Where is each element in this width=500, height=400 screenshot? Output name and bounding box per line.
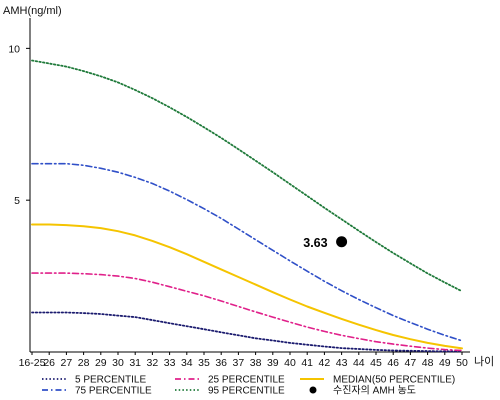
legend-label: 수진자의 AMH 농도 [333,385,416,397]
y-axis-title: AMH(ng/ml) [3,5,62,17]
x-tick-label: 26 [43,357,55,369]
series-line-25-percentile [31,272,463,352]
x-tick-label: 35 [198,357,210,369]
x-tick-label: 28 [78,357,90,369]
patient-amh-value-label: 3.63 [303,236,327,250]
series-line-5-percentile [31,311,463,353]
x-tick-label: 48 [422,357,434,369]
x-tick-label: 33 [164,357,176,369]
legend-label: 75 PERCENTILE [75,386,152,397]
x-tick-label: 49 [439,357,451,369]
x-tick-label: 50 [456,357,468,369]
series-line-95-percentile [31,59,463,293]
x-tick-label: 30 [112,357,124,369]
x-tick-label: 44 [353,357,365,369]
x-tick-label: 27 [61,357,73,369]
y-ticks: 10 5 [8,43,30,207]
y-tick-label: 10 [8,43,20,55]
x-tick-label: 39 [267,357,279,369]
series-line-median-50-percentile [31,223,463,350]
x-tick-label: 41 [301,357,313,369]
x-tick-label: 31 [129,357,141,369]
x-tick-label: 40 [284,357,296,369]
x-tick-label: 47 [405,357,417,369]
x-tick-label: 42 [319,357,331,369]
legend: 5 PERCENTILE 25 PERCENTILE MEDIAN(50 PERCE… [42,375,455,397]
legend-label: 25 PERCENTILE [208,375,285,386]
x-tick-label: 46 [387,357,399,369]
x-tick-label: 43 [336,357,348,369]
patient-amh-point [336,236,348,248]
x-tick-label: 45 [370,357,382,369]
x-tick-label: 29 [95,357,107,369]
legend-point-marker [309,386,317,394]
series-lines [31,59,463,353]
legend-label: 5 PERCENTILE [75,375,146,386]
series-line-75-percentile [31,162,463,342]
x-tick-label: 36 [215,357,227,369]
y-tick-label: 5 [14,195,20,207]
legend-label: MEDIAN(50 PERCENTILE) [333,375,455,386]
x-tick-label: 34 [181,357,193,369]
x-tick-label: 16-25 [19,357,46,369]
x-tick-label: 37 [233,357,245,369]
x-axis-title: 나이 [474,355,494,368]
legend-label: 95 PERCENTILE [208,386,285,397]
x-tick-label: 38 [250,357,262,369]
x-tick-label: 32 [147,357,159,369]
